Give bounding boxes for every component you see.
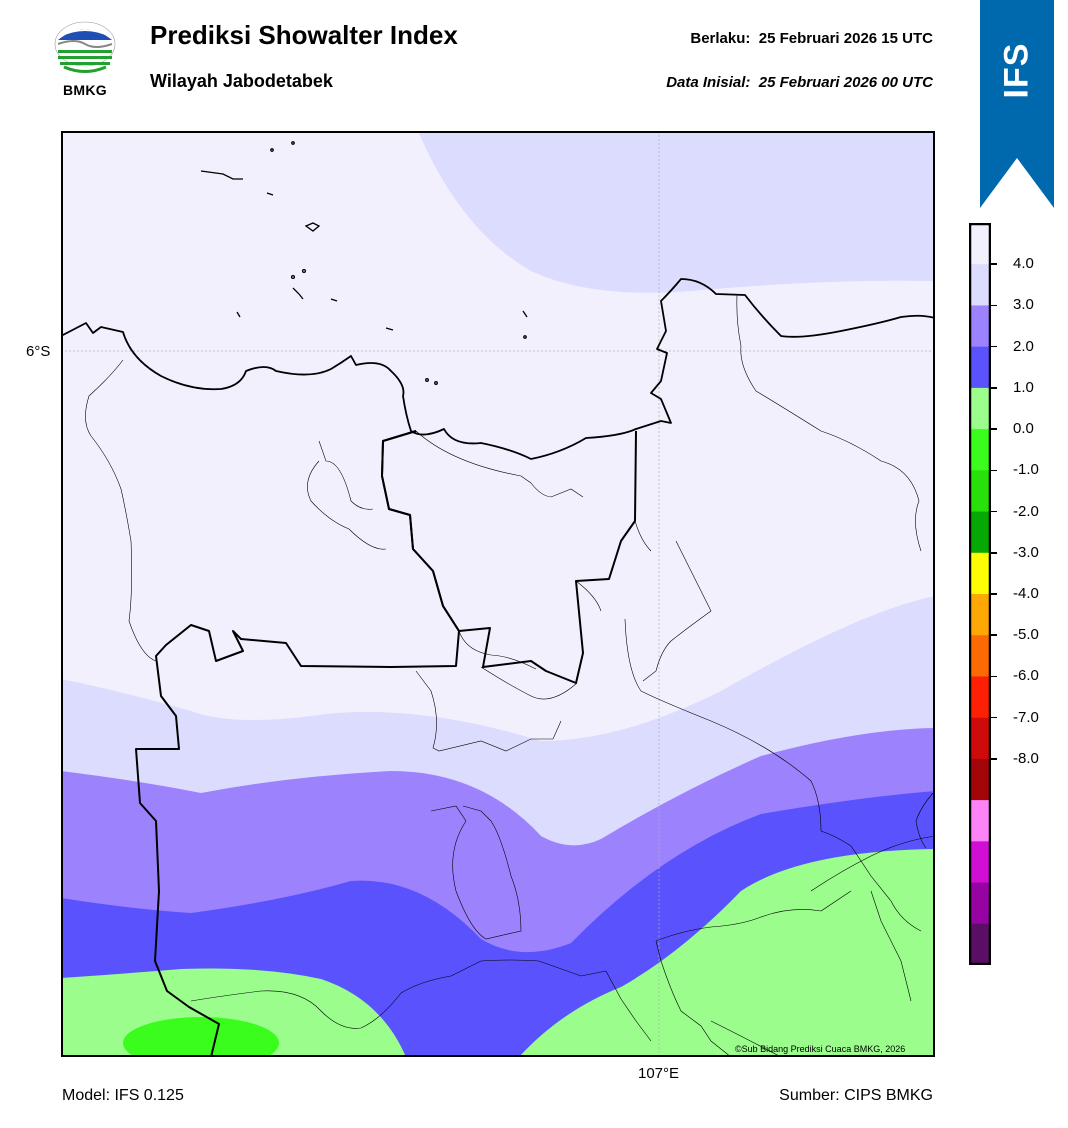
colorbar-tick: [991, 634, 997, 636]
map-credit: ©Sub Bidang Prediksi Cuaca BMKG, 2026: [735, 1044, 906, 1054]
colorbar-frame: [969, 223, 991, 965]
islands: [200, 141, 528, 385]
colorbar-segment: [969, 923, 991, 965]
forecast-map: [61, 131, 935, 1057]
colorbar-tick-label: 4.0: [1013, 255, 1034, 273]
logo-text: BMKG: [63, 82, 107, 98]
field-neg2-neg1: [123, 1017, 279, 1057]
colorbar-tick-label: -4.0: [1013, 585, 1039, 602]
longitude-label: 107°E: [638, 1065, 680, 1082]
colorbar-segment: [969, 387, 991, 430]
colorbar-segment: [969, 511, 991, 554]
colorbar-segment: [969, 470, 991, 513]
colorbar-tick-label: -2.0: [1013, 502, 1039, 520]
colorbar-tick-label: -6.0: [1013, 667, 1039, 685]
colorbar-tick: [991, 345, 997, 348]
coastline: [61, 278, 935, 460]
bmkg-logo: BMKG: [50, 20, 120, 102]
latitude-label: 6°S: [26, 343, 51, 360]
colorbar-tick-label: 2.0: [1013, 337, 1034, 355]
colorbar-segment: [969, 429, 991, 471]
province-border: [135, 430, 637, 1057]
colorbar-segment: [969, 264, 991, 306]
colorbar-segment: [969, 841, 991, 884]
colorbar-segment: [969, 676, 991, 719]
valid-time-value: 25 Februari 2026 15 UTC: [758, 30, 933, 47]
colorbar-tick-label: -1.0: [1013, 461, 1039, 479]
colorbar-tick: [991, 304, 997, 307]
colorbar: [969, 223, 991, 965]
page-title: Prediksi Showalter Index: [150, 20, 458, 50]
contour-fields: [61, 131, 935, 1057]
init-time-value: 25 Februari 2026 00 UTC: [758, 74, 933, 91]
valid-time-label: Berlaku:: [690, 30, 751, 47]
colorbar-segment: [969, 717, 991, 760]
colorbar-segment: [969, 635, 991, 677]
field-neg1-0-east: [519, 849, 935, 1057]
colorbar-segment: [969, 882, 991, 925]
colorbar-tick: [991, 469, 997, 472]
colorbar-tick-label: -5.0: [1013, 626, 1039, 644]
ribbon-badge-label-wrap: IFS: [980, 35, 1054, 105]
colorbar-segment: [969, 800, 991, 842]
colorbar-segment: [969, 223, 991, 265]
colorbar-tick: [991, 552, 997, 554]
colorbar-segment: [969, 594, 991, 636]
map-frame: [61, 131, 935, 1057]
colorbar-segment: [969, 758, 991, 801]
page-subtitle: Wilayah Jabodetabek: [150, 71, 333, 91]
model-label: Model: IFS 0.125: [62, 1087, 184, 1104]
colorbar-segment: [969, 346, 991, 389]
colorbar-tick-label: 0.0: [1013, 420, 1034, 438]
colorbar-tick-label: 1.0: [1013, 378, 1034, 396]
init-time: Data Inisial: 25 Februari 2026 00 UTC: [666, 74, 933, 91]
source-label: Sumber: CIPS BMKG: [779, 1087, 933, 1104]
colorbar-tick-label: -8.0: [1013, 749, 1039, 767]
colorbar-tick: [991, 593, 997, 595]
colorbar-tick-label: -3.0: [1013, 543, 1039, 561]
bmkg-logo-icon: [54, 21, 116, 73]
valid-time: Berlaku: 25 Februari 2026 15 UTC: [690, 30, 933, 47]
colorbar-tick: [991, 758, 997, 760]
field-2-3-north: [418, 131, 935, 293]
gridlines: [61, 131, 935, 1057]
colorbar-tick: [991, 263, 997, 265]
colorbar-segment: [969, 552, 991, 595]
colorbar-tick: [991, 716, 997, 719]
colorbar-tick-label: 3.0: [1013, 296, 1034, 314]
colorbar-segment: [969, 305, 991, 348]
ribbon-badge-label: IFS: [997, 42, 1036, 98]
colorbar-tick: [991, 510, 997, 513]
init-time-label: Data Inisial:: [666, 74, 751, 91]
colorbar-tick: [991, 675, 997, 678]
ribbon-badge-icon: [980, 0, 1054, 208]
district-borders: [85, 294, 935, 1057]
colorbar-tick-label: -7.0: [1013, 708, 1039, 726]
colorbar-tick: [991, 428, 997, 430]
colorbar-tick: [991, 387, 997, 389]
